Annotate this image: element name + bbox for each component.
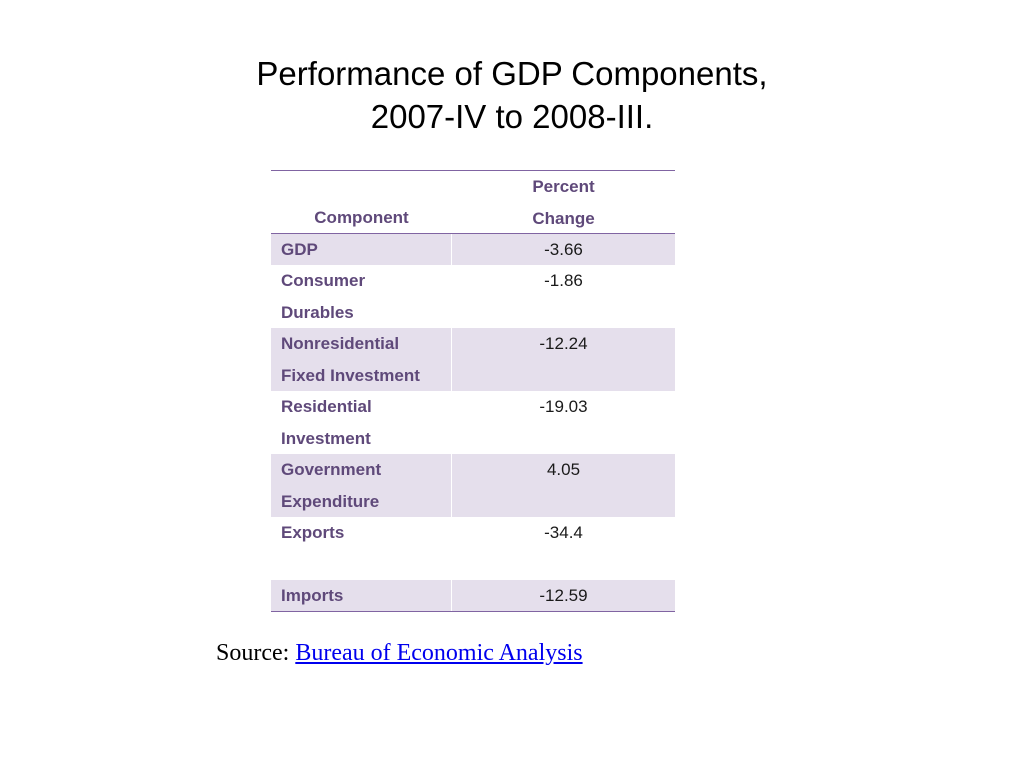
gdp-components-table: Component Percent Change GDP -3.66 Consu… xyxy=(271,170,675,612)
source-link[interactable]: Bureau of Economic Analysis xyxy=(295,640,583,666)
row-component: Nonresidential Fixed Investment xyxy=(271,328,452,391)
table-row: Government Expenditure 4.05 xyxy=(271,454,675,517)
row-component-label: Consumer Durables xyxy=(281,271,366,322)
row-component: Exports xyxy=(281,523,345,542)
row-value: -3.66 xyxy=(544,240,583,259)
row-component: Government Expenditure xyxy=(271,454,452,517)
table-row: Residential Investment -19.03 xyxy=(271,391,675,454)
row-value: -19.03 xyxy=(539,397,588,416)
table-row: Nonresidential Fixed Investment -12.24 xyxy=(271,328,675,391)
table-row: Imports -12.59 xyxy=(271,580,675,611)
header-change-label: Change xyxy=(532,208,595,228)
page-title: Performance of GDP Components, 2007-IV t… xyxy=(0,52,1024,138)
table-row: GDP -3.66 xyxy=(271,234,675,265)
header-component: Component xyxy=(271,171,452,233)
title-line-2: 2007-IV to 2008-III. xyxy=(370,98,654,135)
row-component: Consumer Durables xyxy=(271,265,411,328)
table-header-row: Component Percent Change xyxy=(271,171,675,234)
row-component-label: Government Expenditure xyxy=(281,460,382,511)
source-label: Source: xyxy=(216,640,290,666)
row-component: GDP xyxy=(271,234,452,265)
header-percent-label: Percent xyxy=(532,177,595,196)
header-component-label: Component xyxy=(314,207,409,227)
row-value: -12.24 xyxy=(539,334,588,353)
table-row: Consumer Durables -1.86 xyxy=(271,265,675,328)
title-line-1: Performance of GDP Components, xyxy=(256,55,768,92)
row-value: -34.4 xyxy=(544,523,583,542)
row-component: Residential Investment xyxy=(271,391,411,454)
row-component-label: Nonresidential Fixed Investment xyxy=(281,334,420,385)
row-value: -12.59 xyxy=(539,586,588,605)
row-component-label: Residential Investment xyxy=(281,397,372,448)
header-percent-change: Percent Change xyxy=(452,171,675,233)
table-row: Exports -34.4 xyxy=(271,517,675,580)
source-citation: Source: Bureau of Economic Analysis xyxy=(216,640,583,667)
row-component: Imports xyxy=(271,580,452,611)
row-value: 4.05 xyxy=(546,460,581,479)
row-value: -1.86 xyxy=(544,271,583,290)
